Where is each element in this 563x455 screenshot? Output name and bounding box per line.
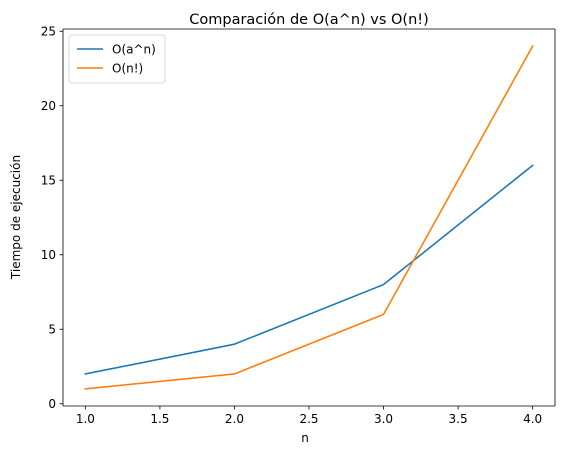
series-line-2 (84, 45, 534, 390)
x-tick-label: 3.0 (374, 412, 393, 426)
legend-box (68, 34, 166, 84)
x-axis-label: n (301, 431, 309, 445)
x-tick-label: 1.5 (150, 412, 169, 426)
y-tick-label: 5 (48, 323, 56, 337)
y-tick-label: 25 (41, 25, 56, 39)
series-line-1 (84, 164, 534, 375)
legend-label-1: O(a^n) (112, 42, 156, 56)
plot-area: 1.0 1.5 2.0 2.5 3.0 3.5 4.0 0 5 10 15 20 25 (41, 25, 556, 426)
y-tick-label: 0 (48, 397, 56, 411)
y-tick-label: 20 (41, 99, 56, 113)
x-tick-label: 2.5 (299, 412, 318, 426)
y-tick-label: 15 (41, 174, 56, 188)
chart-title: Comparación de O(a^n) vs O(n!) (189, 12, 429, 28)
x-tick-label: 3.5 (449, 412, 468, 426)
x-tick-label: 1.0 (76, 412, 95, 426)
y-tick-label: 10 (41, 248, 56, 262)
x-tick-label: 4.0 (523, 412, 542, 426)
x-tick-label: 2.0 (225, 412, 244, 426)
legend: O(a^n) O(n!) (68, 34, 166, 84)
legend-label-2: O(n!) (112, 61, 143, 75)
y-axis-label: Tiempo de ejecución (9, 155, 23, 280)
